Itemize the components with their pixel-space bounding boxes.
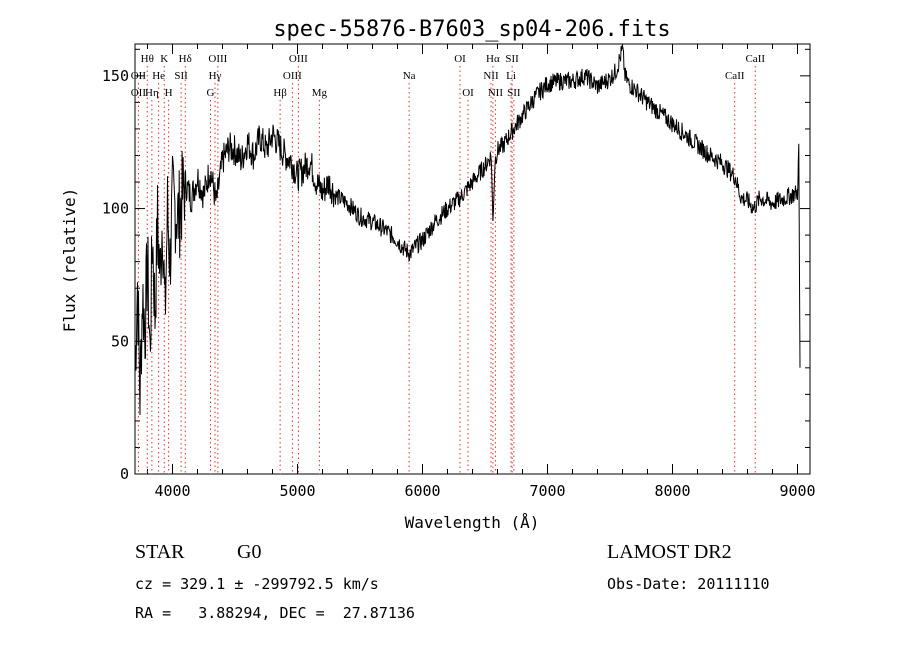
- x-tick-label: 5000: [279, 482, 315, 500]
- spectral-line-label: OIII: [289, 53, 308, 65]
- spectral-line-label: SII: [174, 70, 188, 82]
- spectral-line-label: OI: [454, 53, 466, 65]
- spectral-line-label: CaII: [725, 70, 745, 82]
- x-tick-label: 8000: [654, 482, 690, 500]
- spectral-line-label: OII: [131, 87, 147, 99]
- spectrum-line: [134, 44, 801, 416]
- chart-title: spec-55876-B7603_sp04-206.fits: [273, 17, 670, 42]
- spectral-line-label: Hβ: [273, 87, 287, 99]
- spectral-line-label: Hη: [145, 87, 159, 99]
- object-class: STAR: [135, 541, 185, 563]
- spectral-line-label: SII: [507, 87, 521, 99]
- spectral-line-label: Hγ: [209, 70, 222, 82]
- spectral-line-label: Hθ: [141, 53, 154, 65]
- spectral-line-label: Mg: [312, 87, 328, 99]
- ra-dec-line: RA = 3.88294, DEC = 27.87136: [135, 604, 415, 622]
- spectral-line-label: K: [160, 53, 168, 65]
- x-axis-label: Wavelength (Å): [405, 513, 540, 532]
- y-tick-label: 50: [111, 332, 129, 350]
- spectral-line-label: H: [165, 87, 173, 99]
- spectral-line-label: NII: [483, 70, 499, 82]
- spectral-line-label: OI: [462, 87, 474, 99]
- survey-name: LAMOST DR2: [607, 541, 732, 563]
- spectral-line-label: Hα: [486, 53, 500, 65]
- spectral-line-label: NII: [488, 87, 504, 99]
- redshift-line: cz = 329.1 ± -299792.5 km/s: [135, 575, 379, 593]
- object-subclass: G0: [237, 541, 262, 563]
- x-tick-label: 6000: [404, 482, 440, 500]
- spectral-line-label: G: [207, 87, 215, 99]
- spectral-line-label: Li: [506, 70, 516, 82]
- spectral-line-label: He: [152, 70, 165, 82]
- y-tick-label: 100: [102, 200, 129, 218]
- spectral-line-label: Hδ: [179, 53, 192, 65]
- y-tick-label: 150: [102, 67, 129, 85]
- y-tick-label: 0: [120, 465, 129, 483]
- y-axis-label: Flux (relative): [60, 188, 79, 333]
- x-tick-label: 9000: [779, 482, 815, 500]
- plot-area: 4000 5000 6000 7000 8000 9000 0 50 100 150 Hθ OII OI…: [102, 43, 816, 500]
- x-tick-label: 4000: [154, 482, 190, 500]
- spectral-line-label: SII: [505, 53, 519, 65]
- plot-frame: [134, 43, 811, 475]
- spectral-line-label: OII: [131, 70, 147, 82]
- x-tick-label: 7000: [529, 482, 565, 500]
- spectral-line-label: OIII: [208, 53, 227, 65]
- obs-date: Obs-Date: 20111110: [607, 575, 770, 593]
- spectral-line-label: Na: [403, 70, 416, 82]
- spectral-line-label: OIII: [283, 70, 302, 82]
- spectral-line-label: CaII: [745, 53, 765, 65]
